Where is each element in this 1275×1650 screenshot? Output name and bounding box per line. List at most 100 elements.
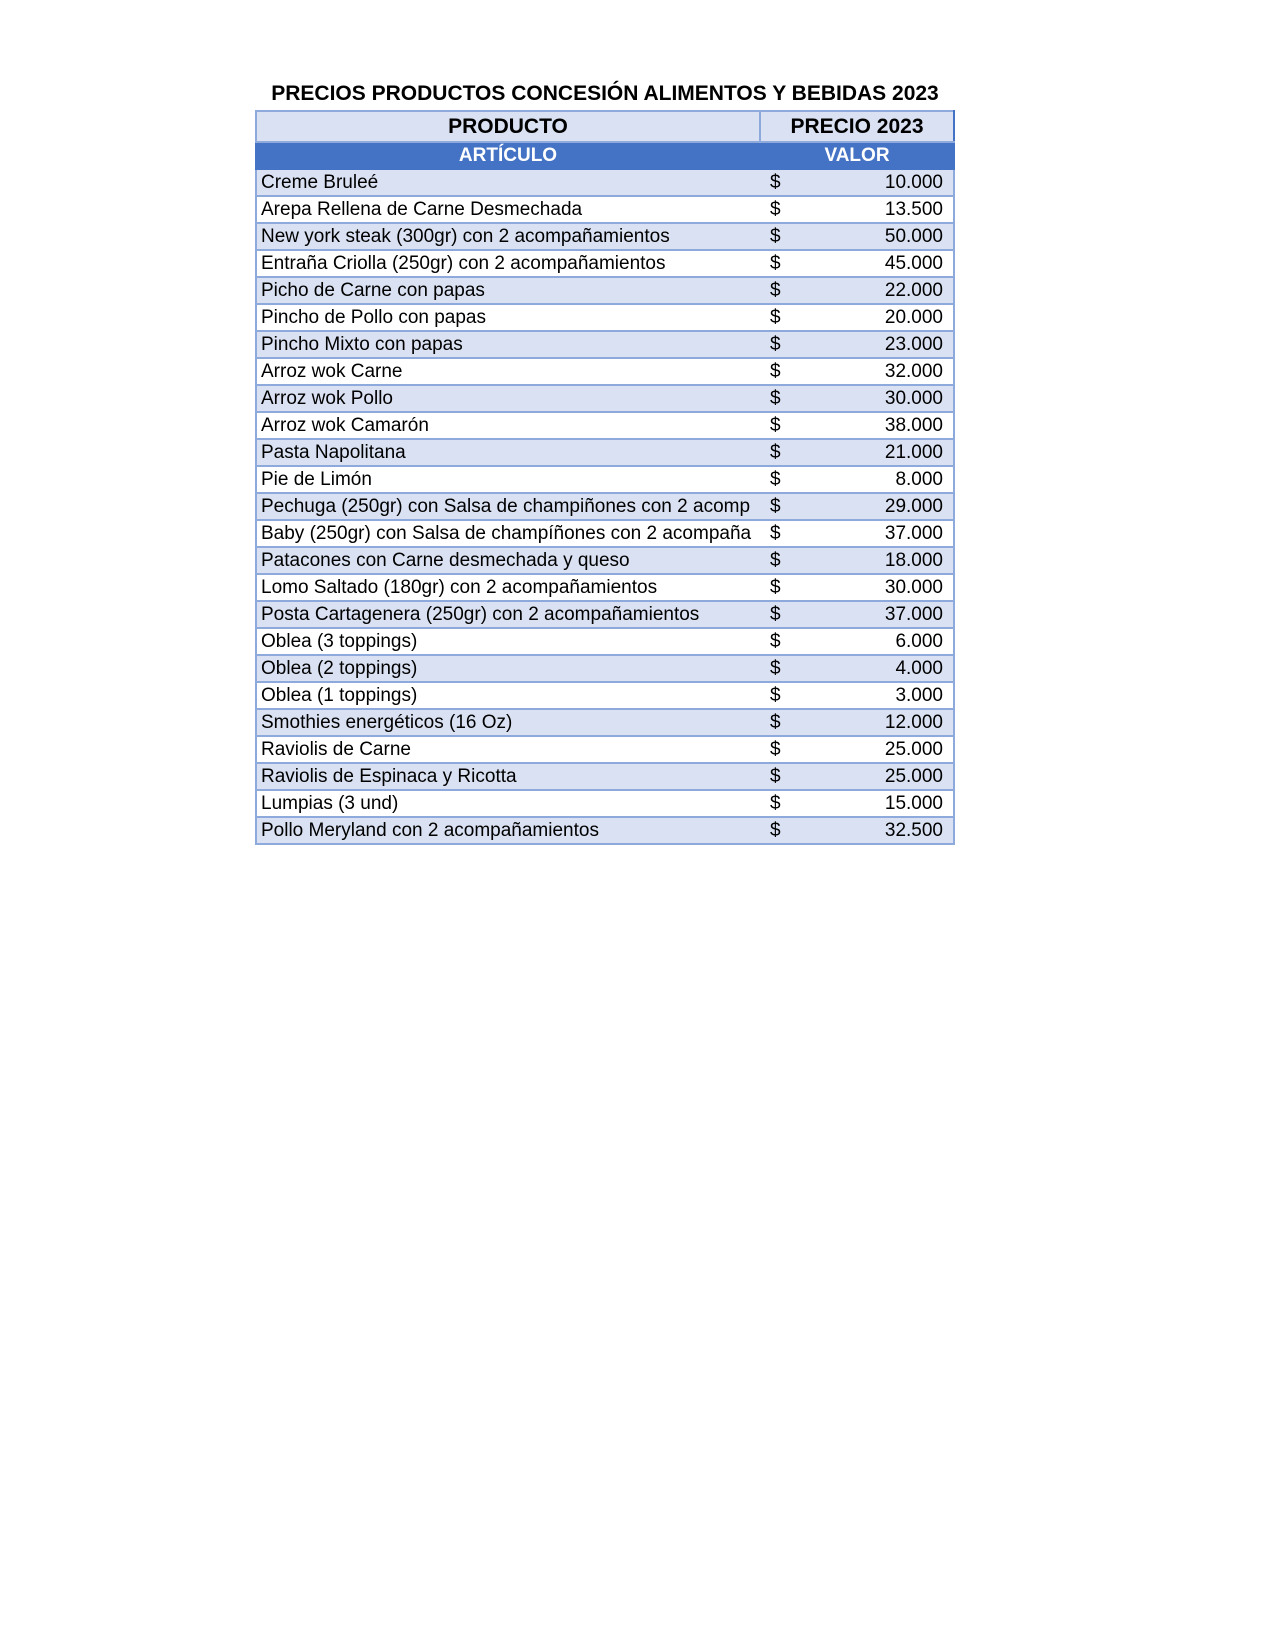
header-row: PRODUCTO PRECIO 2023 <box>255 110 955 143</box>
currency-symbol: $ <box>770 199 781 220</box>
currency-symbol: $ <box>770 361 781 382</box>
item-price: $32.000 <box>760 357 955 386</box>
item-name: Oblea (3 toppings) <box>255 627 760 656</box>
table-row: Baby (250gr) con Salsa de champíñones co… <box>255 519 955 548</box>
price-value: 32.000 <box>884 361 943 382</box>
header-price: PRECIO 2023 <box>759 110 955 143</box>
item-price: $25.000 <box>760 735 955 764</box>
price-value: 38.000 <box>884 415 943 436</box>
currency-symbol: $ <box>770 226 781 247</box>
currency-symbol: $ <box>770 712 781 733</box>
price-value: 37.000 <box>884 523 943 544</box>
table-row: Arroz wok Camarón $38.000 <box>255 411 955 440</box>
price-value: 20.000 <box>884 307 943 328</box>
table-row: Pie de Limón $8.000 <box>255 465 955 494</box>
item-price: $18.000 <box>760 546 955 575</box>
item-name: Arroz wok Camarón <box>255 411 760 440</box>
table-row: Pechuga (250gr) con Salsa de champiñones… <box>255 492 955 521</box>
currency-symbol: $ <box>770 388 781 409</box>
currency-symbol: $ <box>770 415 781 436</box>
price-value: 50.000 <box>884 226 943 247</box>
table-row: Posta Cartagenera (250gr) con 2 acompaña… <box>255 600 955 629</box>
item-name: Raviolis de Espinaca y Ricotta <box>255 762 760 791</box>
price-value: 22.000 <box>884 280 943 301</box>
item-price: $23.000 <box>760 330 955 359</box>
price-value: 13.500 <box>884 199 943 220</box>
item-name: Arepa Rellena de Carne Desmechada <box>255 195 760 224</box>
item-price: $50.000 <box>760 222 955 251</box>
item-price: $29.000 <box>760 492 955 521</box>
subheader-value: VALOR <box>759 141 955 170</box>
table-row: Oblea (2 toppings) $4.000 <box>255 654 955 683</box>
item-name: Creme Bruleé <box>255 168 760 197</box>
table-row: New york steak (300gr) con 2 acompañamie… <box>255 222 955 251</box>
table-row: Oblea (3 toppings) $6.000 <box>255 627 955 656</box>
item-price: $30.000 <box>760 573 955 602</box>
currency-symbol: $ <box>770 739 781 760</box>
currency-symbol: $ <box>770 280 781 301</box>
item-name: Oblea (1 toppings) <box>255 681 760 710</box>
item-name: Pollo Meryland con 2 acompañamientos <box>255 816 760 845</box>
price-value: 30.000 <box>884 577 943 598</box>
currency-symbol: $ <box>770 604 781 625</box>
item-name: Pincho Mixto con papas <box>255 330 760 359</box>
item-name: Raviolis de Carne <box>255 735 760 764</box>
header-product: PRODUCTO <box>255 110 761 143</box>
currency-symbol: $ <box>770 334 781 355</box>
item-price: $12.000 <box>760 708 955 737</box>
table-row: Lomo Saltado (180gr) con 2 acompañamient… <box>255 573 955 602</box>
currency-symbol: $ <box>770 631 781 652</box>
currency-symbol: $ <box>770 658 781 679</box>
item-name: Pie de Limón <box>255 465 760 494</box>
currency-symbol: $ <box>770 253 781 274</box>
item-price: $6.000 <box>760 627 955 656</box>
subheader-row: ARTÍCULO VALOR <box>255 141 955 170</box>
table-row: Patacones con Carne desmechada y queso $1… <box>255 546 955 575</box>
item-price: $22.000 <box>760 276 955 305</box>
item-name: Arroz wok Carne <box>255 357 760 386</box>
item-name: Picho de Carne con papas <box>255 276 760 305</box>
price-value: 23.000 <box>884 334 943 355</box>
item-price: $30.000 <box>760 384 955 413</box>
item-price: $37.000 <box>760 600 955 629</box>
item-name: Posta Cartagenera (250gr) con 2 acompaña… <box>255 600 760 629</box>
table-row: Raviolis de Espinaca y Ricotta $25.000 <box>255 762 955 791</box>
item-price: $21.000 <box>760 438 955 467</box>
price-value: 15.000 <box>884 793 943 814</box>
item-name: Baby (250gr) con Salsa de champíñones co… <box>255 519 760 548</box>
item-price: $15.000 <box>760 789 955 818</box>
table-row: Pincho de Pollo con papas $20.000 <box>255 303 955 332</box>
price-value: 21.000 <box>884 442 943 463</box>
currency-symbol: $ <box>770 766 781 787</box>
currency-symbol: $ <box>770 442 781 463</box>
price-value: 25.000 <box>884 739 943 760</box>
table-row: Arroz wok Pollo $30.000 <box>255 384 955 413</box>
table-row: Picho de Carne con papas $22.000 <box>255 276 955 305</box>
price-value: 30.000 <box>884 388 943 409</box>
item-name: Pasta Napolitana <box>255 438 760 467</box>
table-row: Creme Bruleé $10.000 <box>255 168 955 197</box>
price-value: 18.000 <box>884 550 943 571</box>
price-value: 6.000 <box>895 631 943 652</box>
item-price: $20.000 <box>760 303 955 332</box>
table-row: Arepa Rellena de Carne Desmechada $13.500 <box>255 195 955 224</box>
currency-symbol: $ <box>770 172 781 193</box>
item-name: New york steak (300gr) con 2 acompañamie… <box>255 222 760 251</box>
price-value: 12.000 <box>884 712 943 733</box>
table-row: Pasta Napolitana $21.000 <box>255 438 955 467</box>
currency-symbol: $ <box>770 307 781 328</box>
currency-symbol: $ <box>770 793 781 814</box>
item-price: $45.000 <box>760 249 955 278</box>
item-price: $38.000 <box>760 411 955 440</box>
currency-symbol: $ <box>770 820 781 841</box>
price-value: 4.000 <box>895 658 943 679</box>
item-name: Oblea (2 toppings) <box>255 654 760 683</box>
table-row: Raviolis de Carne $25.000 <box>255 735 955 764</box>
item-name: Pincho de Pollo con papas <box>255 303 760 332</box>
price-value: 25.000 <box>884 766 943 787</box>
price-value: 37.000 <box>884 604 943 625</box>
item-name: Pechuga (250gr) con Salsa de champiñones… <box>255 492 760 521</box>
item-price: $37.000 <box>760 519 955 548</box>
item-price: $4.000 <box>760 654 955 683</box>
subheader-article: ARTÍCULO <box>255 141 761 170</box>
